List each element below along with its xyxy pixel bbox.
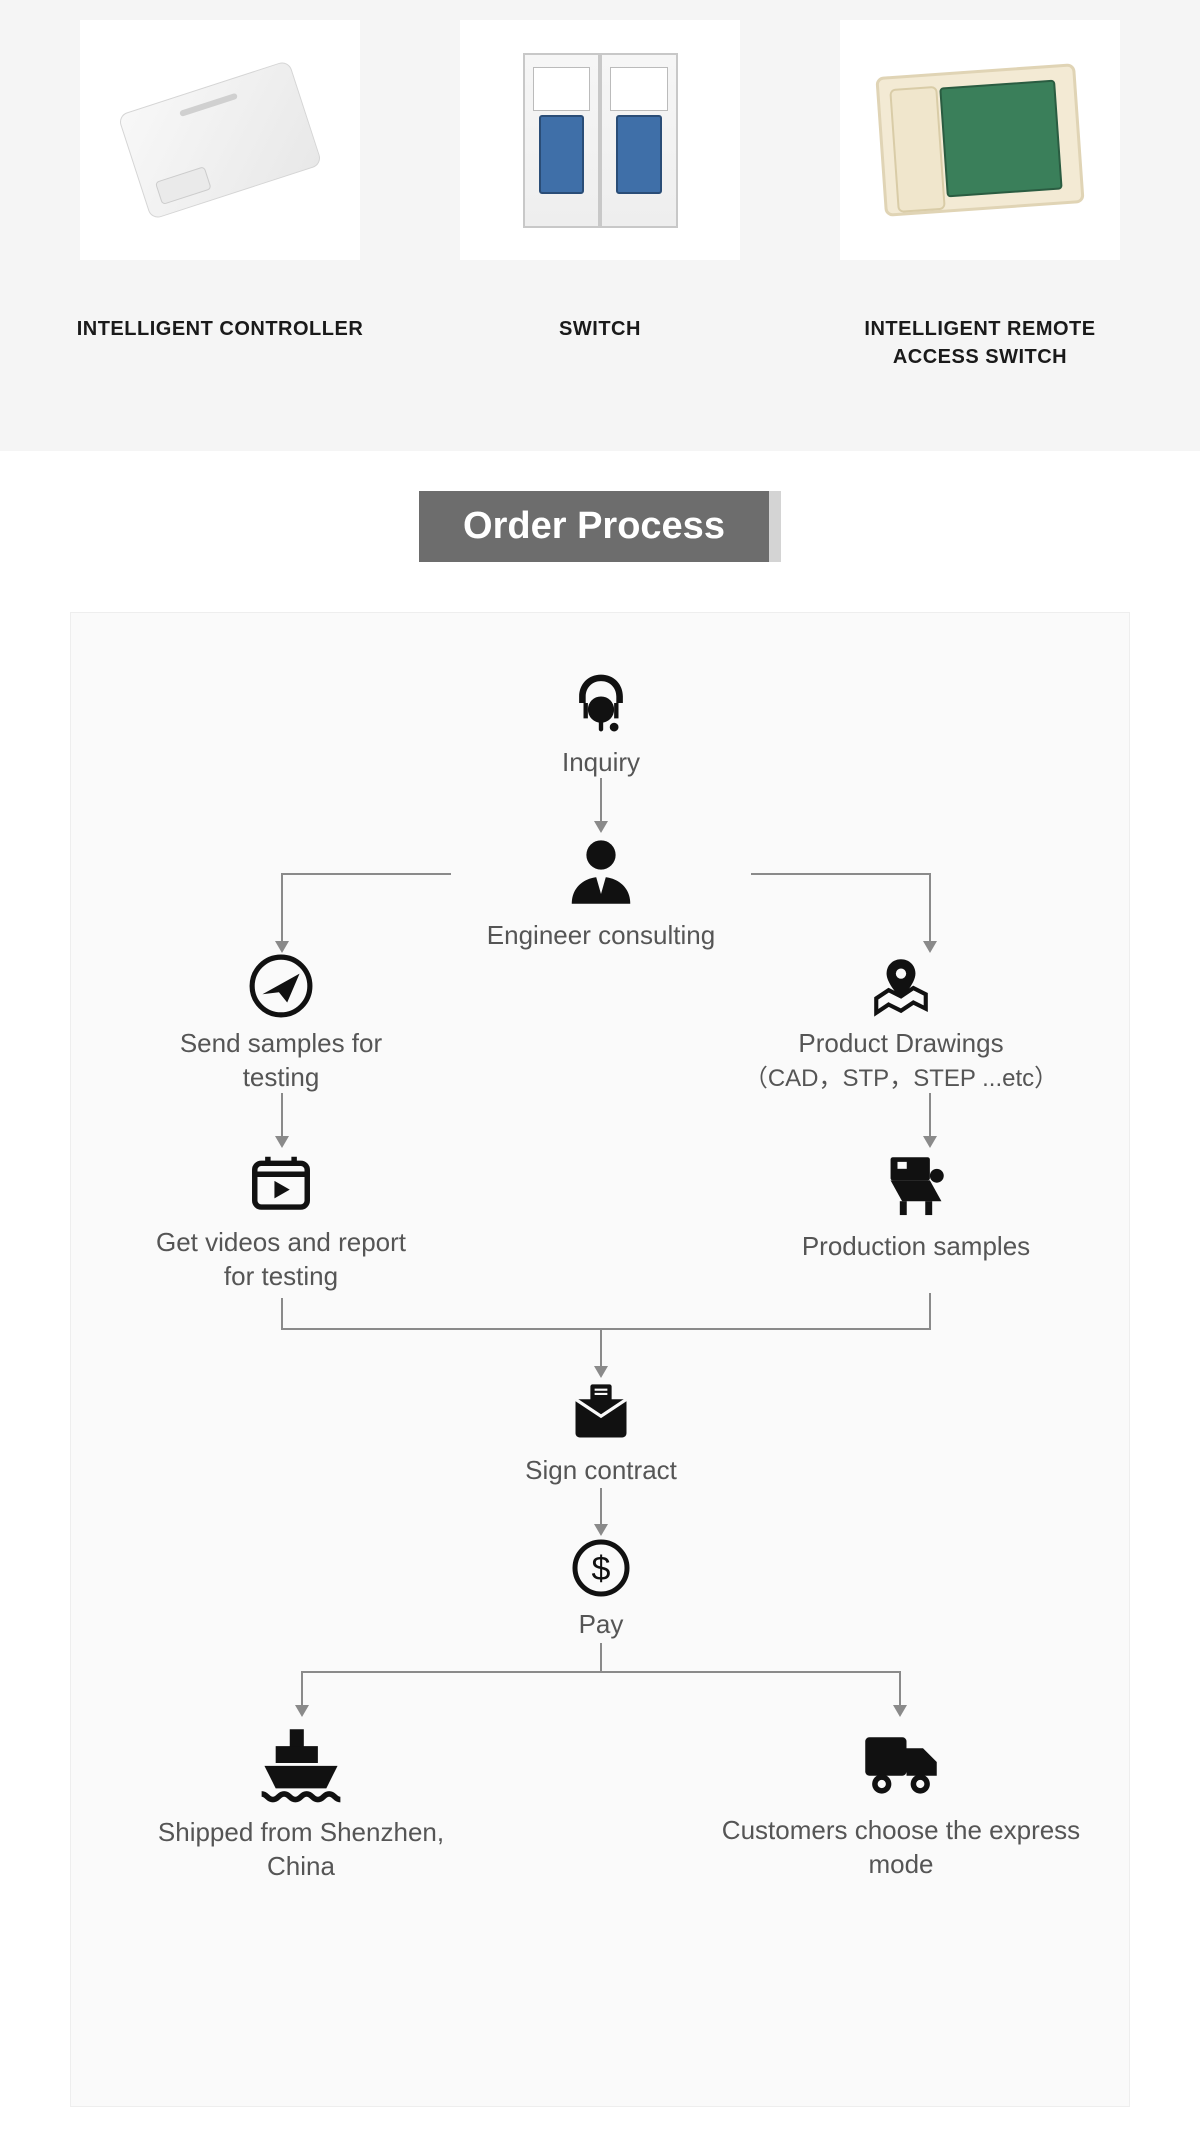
- node-label: Customers choose the express mode: [721, 1814, 1081, 1882]
- node-shipped: Shipped from Shenzhen, China: [131, 1718, 471, 1884]
- node-engineer: Engineer consulting: [451, 833, 751, 953]
- envelope-icon: [471, 1378, 731, 1446]
- node-label: Pay: [511, 1608, 691, 1642]
- node-drawings: Product Drawings （CAD，STP，STEP ...etc）: [691, 953, 1111, 1095]
- node-label: Inquiry: [501, 746, 701, 780]
- node-label: Sign contract: [471, 1454, 731, 1488]
- dollar-icon: $: [511, 1536, 691, 1600]
- node-label: Product Drawings （CAD，STP，STEP ...etc）: [691, 1027, 1111, 1095]
- svg-text:$: $: [592, 1550, 611, 1588]
- node-express: Customers choose the express mode: [721, 1718, 1081, 1882]
- order-process-header: Order Process: [0, 491, 1200, 562]
- ship-icon: [131, 1718, 471, 1808]
- node-pay: $ Pay: [511, 1536, 691, 1642]
- map-pin-icon: [691, 953, 1111, 1019]
- headset-icon: [501, 668, 701, 738]
- product-card-controller: INTELLIGENT CONTROLLER: [60, 20, 380, 371]
- node-samples: Send samples for testing: [151, 953, 411, 1095]
- video-icon: [141, 1148, 421, 1218]
- node-label: Shipped from Shenzhen, China: [131, 1816, 471, 1884]
- product-image-controller: [80, 20, 360, 260]
- products-section: INTELLIGENT CONTROLLER SWITCH INTELLIGEN…: [0, 0, 1200, 451]
- product-label: INTELLIGENT CONTROLLER: [77, 315, 364, 343]
- person-icon: [451, 833, 751, 911]
- product-label: INTELLIGENT REMOTE ACCESS SWITCH: [820, 315, 1140, 371]
- node-videos: Get videos and report for testing: [141, 1148, 421, 1294]
- machine-icon: [771, 1148, 1061, 1222]
- product-card-switch: SWITCH: [440, 20, 760, 371]
- order-flowchart: Inquiry Engineer consulting Send samples…: [70, 612, 1130, 2107]
- plane-icon: [151, 953, 411, 1019]
- products-row: INTELLIGENT CONTROLLER SWITCH INTELLIGEN…: [60, 20, 1140, 371]
- node-contract: Sign contract: [471, 1378, 731, 1488]
- node-production: Production samples: [771, 1148, 1061, 1264]
- node-label: Production samples: [771, 1230, 1061, 1264]
- product-image-remote: [840, 20, 1120, 260]
- product-label: SWITCH: [559, 315, 641, 343]
- node-inquiry: Inquiry: [501, 668, 701, 780]
- product-image-switch: [460, 20, 740, 260]
- product-card-remote: INTELLIGENT REMOTE ACCESS SWITCH: [820, 20, 1140, 371]
- order-process-title: Order Process: [419, 491, 781, 562]
- node-label: Get videos and report for testing: [141, 1226, 421, 1294]
- node-label: Engineer consulting: [451, 919, 751, 953]
- truck-icon: [721, 1718, 1081, 1806]
- node-label: Send samples for testing: [151, 1027, 411, 1095]
